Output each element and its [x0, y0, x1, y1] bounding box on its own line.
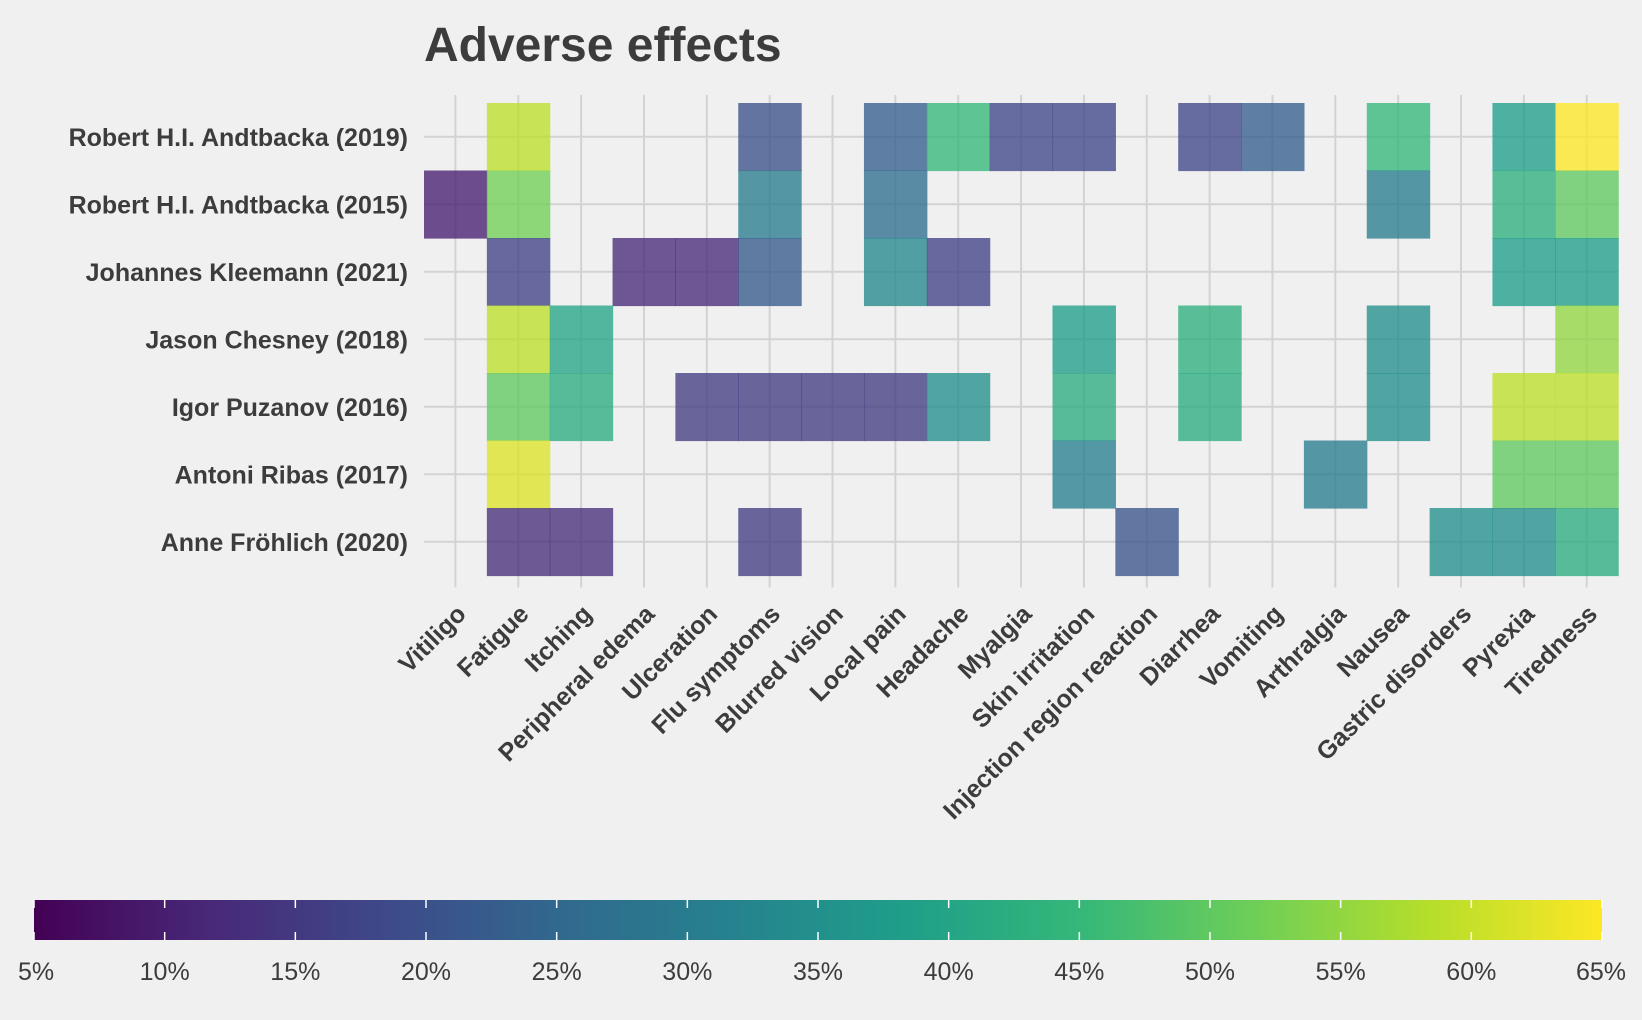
heatmap-cell [1555, 440, 1619, 509]
row-label: Antoni Ribas (2017) [175, 461, 408, 489]
heatmap-cell [926, 103, 991, 172]
heatmap-cell [549, 373, 614, 442]
heatmap-cell [1492, 238, 1556, 307]
colorbar-label: 35% [793, 958, 843, 986]
heatmap-cell [1492, 440, 1556, 509]
column-label: Fatigue [452, 600, 535, 683]
heatmap-cells [424, 103, 1619, 577]
colorbar-label: 20% [401, 958, 451, 986]
heatmap-cell [863, 170, 928, 239]
heatmap-cell [1178, 103, 1242, 172]
heatmap-cell [1492, 508, 1556, 577]
heatmap-cell [738, 170, 802, 239]
heatmap-cell [424, 170, 488, 239]
heatmap-cell [1366, 103, 1431, 172]
heatmap-cell [926, 373, 991, 442]
colorbar-label: 5% [18, 958, 54, 986]
heatmap-cell [1492, 373, 1556, 442]
row-label: Anne Fröhlich (2020) [161, 529, 408, 557]
heatmap-cell [863, 238, 928, 307]
heatmap-cell [486, 440, 551, 509]
heatmap-cell [1115, 508, 1179, 577]
heatmap-cell [1429, 508, 1494, 577]
colorbar-label: 25% [532, 958, 582, 986]
heatmap-cell [863, 103, 928, 172]
heatmap-cell [738, 103, 802, 172]
colorbar-label: 55% [1316, 958, 1366, 986]
heatmap-cell [738, 238, 802, 307]
heatmap-cell [486, 373, 551, 442]
colorbar-label: 50% [1185, 958, 1235, 986]
heatmap-cell [1241, 103, 1305, 172]
heatmap-cell [486, 103, 551, 172]
row-label: Robert H.I. Andtbacka (2019) [69, 124, 408, 152]
heatmap-cell [1178, 373, 1242, 442]
heatmap-cell [486, 238, 551, 307]
heatmap-cell [486, 170, 551, 239]
row-label: Johannes Kleemann (2021) [86, 259, 408, 287]
heatmap-cell [989, 103, 1054, 172]
heatmap-cell [549, 305, 614, 374]
heatmap-cell [1052, 440, 1116, 509]
heatmap-cell [1366, 170, 1431, 239]
heatmap-cell [738, 373, 802, 442]
heatmap-cell [1555, 508, 1619, 577]
heatmap-cell [1052, 305, 1116, 374]
heatmap-cell [1366, 305, 1431, 374]
colorbar-label: 10% [140, 958, 190, 986]
heatmap-cell [549, 508, 614, 577]
heatmap-cell [1555, 305, 1619, 374]
row-label: Robert H.I. Andtbacka (2015) [69, 191, 408, 219]
colorbar-label: 45% [1054, 958, 1104, 986]
heatmap-cell [1366, 373, 1431, 442]
heatmap-cell [1492, 170, 1556, 239]
heatmap-cell [486, 508, 551, 577]
heatmap-cell [1555, 238, 1619, 307]
heatmap-cell [612, 238, 676, 307]
heatmap-cell [1052, 103, 1116, 172]
heatmap-cell [1178, 305, 1242, 374]
heatmap-cell [675, 238, 739, 307]
heatmap-cell [1555, 170, 1619, 239]
row-label: Igor Puzanov (2016) [172, 394, 408, 422]
heatmap-cell [1303, 440, 1368, 509]
colorbar-label: 40% [924, 958, 974, 986]
row-label: Jason Chesney (2018) [145, 326, 408, 354]
heatmap-cell [738, 508, 802, 577]
chart-title: Adverse effects [424, 19, 782, 72]
heatmap-cell [1492, 103, 1556, 172]
colorbar-label: 15% [270, 958, 320, 986]
heatmap-cell [863, 373, 928, 442]
colorbar-label: 65% [1576, 958, 1626, 986]
heatmap-cell [1555, 103, 1619, 172]
heatmap-cell [926, 238, 991, 307]
heatmap-cell [675, 373, 739, 442]
heatmap-cell [1555, 373, 1619, 442]
colorbar-label: 60% [1446, 958, 1496, 986]
colorbar-label: 30% [662, 958, 712, 986]
heatmap-cell [801, 373, 865, 442]
heatmap-cell [1052, 373, 1116, 442]
heatmap-cell [486, 305, 551, 374]
